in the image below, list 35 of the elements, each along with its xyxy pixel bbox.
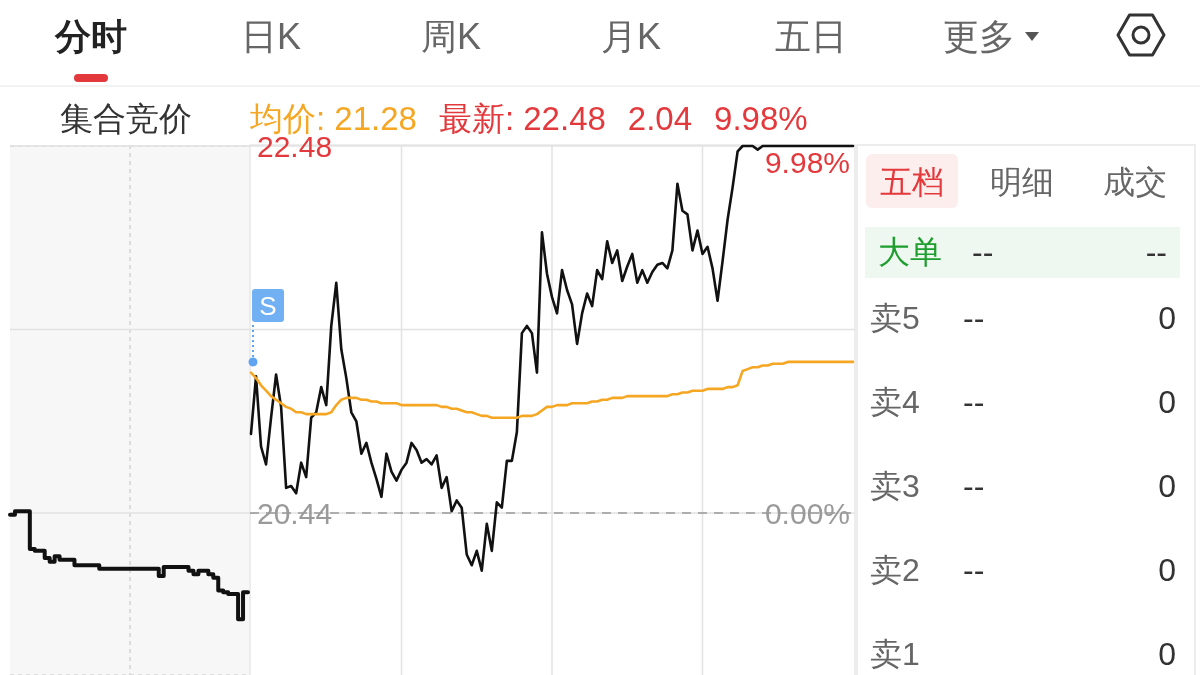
text: 日K [240,15,302,57]
text: 成交 [1103,164,1167,200]
text: 卖2 [870,552,920,588]
text: 五日 [775,15,847,57]
text: 五档 [880,164,944,200]
line-series [249,360,855,419]
text: 月K [600,15,662,57]
text: -- [963,300,985,336]
text: 9.98% [714,99,808,137]
text: 0 [1158,636,1176,672]
text: -- [963,384,985,420]
text: 大单 [878,234,942,270]
text: 0 [1158,552,1176,588]
text: 卖3 [870,468,920,504]
text: 0 [1158,468,1176,504]
text: -- [972,234,994,270]
text: 卖5 [870,300,920,336]
text: 周K [420,15,482,57]
text: 卖4 [870,384,920,420]
text: 更多 [943,15,1015,57]
text: 0 [1158,300,1176,336]
chart-title: 集合竞价 [60,99,192,137]
text: 2.04 [627,99,693,137]
text: -- [963,468,985,504]
text: 0 [1158,384,1176,420]
text: 分时 [54,15,127,57]
text: 卖1 [870,636,920,672]
annotation: 9.98% [764,145,850,179]
annotation: S [259,291,277,321]
text: -- [963,552,985,588]
text: 最新: 22.48 [438,99,606,137]
y-tick-label: 20.44 [257,496,333,530]
text: 明细 [990,164,1054,200]
text: -- [1145,234,1167,270]
annotation: 0.00% [764,496,850,530]
